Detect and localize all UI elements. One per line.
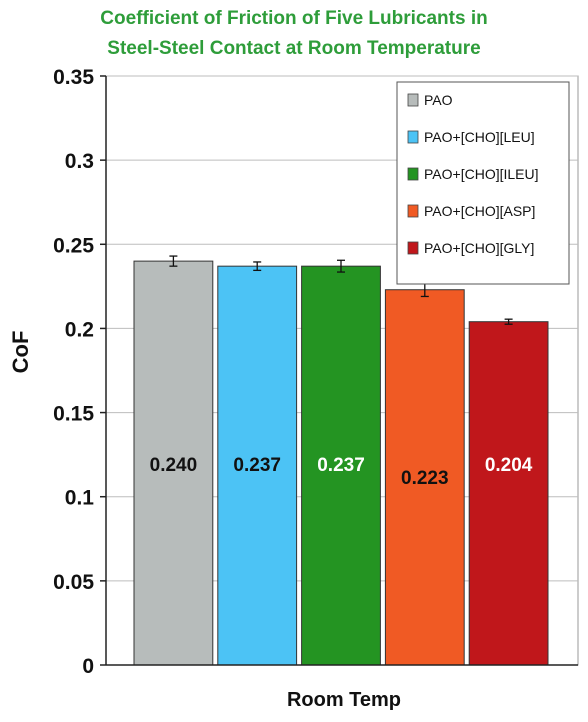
- bar: [384, 289, 465, 666]
- legend: PAO PAO+[CHO][LEU] PAO+[CHO][ILEU] PAO+[CHO…: [396, 81, 570, 285]
- legend-swatch: [407, 204, 419, 218]
- bar-value-label: 0.240: [150, 455, 198, 476]
- y-tick-label: 0.1: [65, 487, 95, 510]
- bar-value-label: 0.204: [485, 455, 533, 476]
- bars: 0.240 0.237 0.237 0.223 0.204: [133, 255, 549, 666]
- bar-value-label: 0.237: [233, 455, 281, 476]
- bar: [468, 321, 549, 666]
- y-tick-label: 0.3: [65, 150, 94, 173]
- chart-title-line-1: Coefficient of Friction of Five Lubrican…: [100, 8, 487, 29]
- y-tick-label: 0.2: [65, 318, 94, 341]
- bar: [301, 265, 381, 666]
- legend-swatch: [407, 241, 419, 255]
- chart-title-line-2: Steel-Steel Contact at Room Temperature: [107, 38, 480, 59]
- y-tick-label: 0: [82, 655, 94, 678]
- legend-swatch: [407, 167, 419, 181]
- y-tick-label: 0.25: [53, 234, 94, 257]
- bar-value-label: 0.237: [317, 455, 365, 476]
- legend-entry: PAO+[CHO][ILEU]: [424, 166, 539, 182]
- y-tick-label: 0.35: [53, 66, 94, 89]
- legend-box: [396, 81, 570, 285]
- legend-entry: PAO+[CHO][LEU]: [424, 129, 535, 145]
- bar: [217, 265, 298, 666]
- legend-swatch: [407, 93, 419, 107]
- legend-entry: PAO+[CHO][GLY]: [424, 240, 534, 256]
- x-axis-label: Room Temp: [287, 689, 401, 711]
- legend-entry: PAO+[CHO][ASP]: [424, 203, 535, 219]
- y-axis-label: CoF: [8, 331, 33, 374]
- y-axis: 0 0.05 0.1 0.15 0.2 0.25 0.3 0.35: [53, 66, 578, 678]
- y-tick-label: 0.05: [53, 571, 94, 594]
- legend-entry: PAO: [424, 92, 453, 108]
- legend-swatch: [407, 130, 419, 144]
- bar-value-label: 0.223: [401, 468, 449, 489]
- y-tick-label: 0.15: [53, 403, 94, 426]
